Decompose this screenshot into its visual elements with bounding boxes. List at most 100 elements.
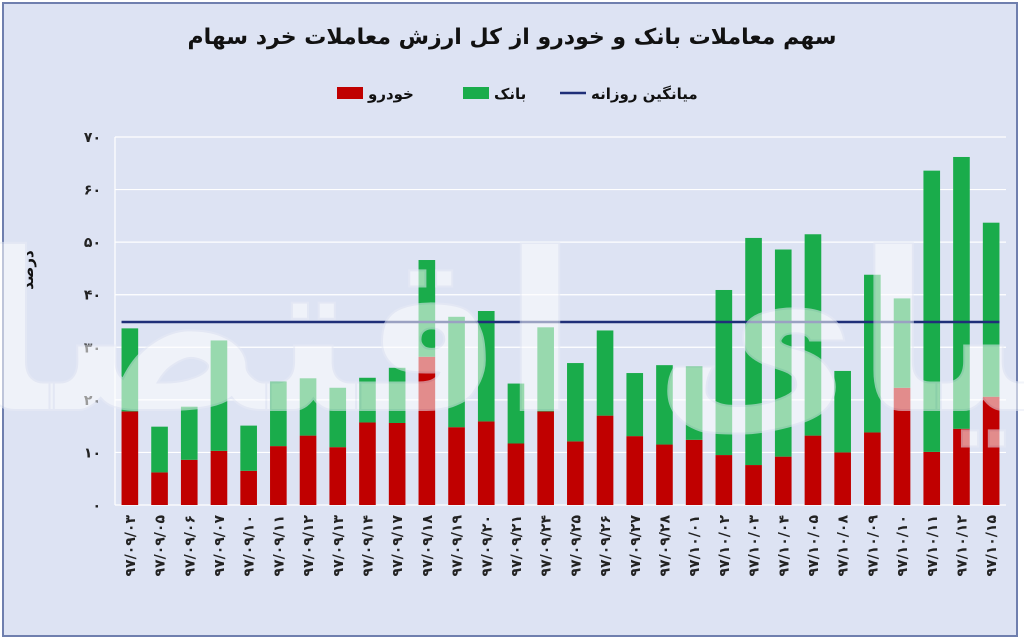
x-tick-label: ۹۷/۱۰/۱۰: [895, 515, 911, 577]
bar-bank: [388, 367, 406, 423]
y-tick-label: ۱۰: [84, 445, 101, 461]
bar-khodro: [923, 451, 941, 505]
bar-khodro: [774, 456, 792, 505]
bar-bank: [953, 156, 970, 429]
x-axis-ticks: ۹۷/۰۹/۰۳ ۹۷/۰۹/۰۵ ۹۷/۰۹/۰۶ ۹۷/۰۹/۰۷ ۹۷/۰۹/۱۰…: [123, 515, 1000, 577]
bars: [121, 156, 1000, 505]
bar-khodro: [953, 428, 970, 505]
bar-bank: [418, 260, 436, 357]
x-tick-label: ۹۷/۰۹/۰۳: [123, 515, 139, 577]
x-tick-label: ۹۷/۰۹/۰۶: [182, 515, 198, 577]
bar-bank: [329, 387, 347, 448]
bar-khodro: [210, 450, 228, 505]
bar-bank: [923, 170, 941, 452]
bar-bank: [507, 383, 525, 444]
bar-khodro: [270, 446, 287, 505]
bar-khodro: [567, 441, 584, 505]
legend-swatch-bank: [463, 87, 489, 99]
y-tick-label: ۶۰: [84, 183, 101, 199]
bar-khodro: [745, 465, 762, 505]
y-tick-label: ۵۰: [84, 235, 101, 251]
watermark-text: دنیای اقتصاد: [0, 206, 1024, 462]
y-tick-label: ۲۰: [84, 393, 101, 409]
x-tick-label: ۹۷/۰۹/۰۷: [212, 515, 228, 577]
bar-bank: [477, 311, 495, 422]
bar-bank: [774, 249, 792, 457]
x-tick-label: ۹۷/۱۰/۰۵: [806, 515, 822, 577]
x-tick-label: ۹۷/۱۰/۱۲: [954, 515, 970, 577]
x-tick-label: ۹۷/۰۹/۱۳: [331, 515, 347, 577]
x-tick-label: ۹۷/۱۰/۰۱: [687, 515, 703, 577]
bar-bank: [626, 373, 644, 437]
x-tick-label: ۹۷/۰۹/۱۴: [360, 515, 376, 577]
y-tick-label: ۷۰: [84, 130, 101, 146]
x-tick-label: ۹۷/۰۹/۲۱: [509, 515, 525, 577]
x-tick-label: ۹۷/۱۰/۰۳: [747, 515, 763, 577]
legend-label-average: میانگین روزانه: [591, 85, 698, 103]
y-tick-label: ۴۰: [84, 288, 101, 304]
bar-bank: [270, 381, 287, 447]
x-tick-label: ۹۷/۰۹/۱۹: [450, 515, 466, 577]
x-tick-label: ۹۷/۱۰/۱۵: [984, 515, 1000, 577]
x-tick-label: ۹۷/۰۹/۲۶: [598, 515, 614, 577]
gridlines: [114, 136, 1006, 506]
bar-khodro: [359, 422, 376, 505]
y-tick-label: ۳۰: [84, 340, 101, 356]
legend-label-khodro: خودرو: [367, 85, 414, 103]
chart-frame: [2, 2, 1018, 637]
x-tick-label: ۹۷/۰۹/۲۸: [657, 515, 673, 577]
bar-khodro: [982, 396, 1000, 505]
bar-bank: [804, 234, 822, 436]
bar-bank: [121, 328, 139, 412]
legend-swatch-khodro: [337, 87, 363, 99]
bar-khodro: [656, 444, 673, 505]
bar-khodro: [804, 435, 822, 505]
bar-khodro: [596, 415, 614, 505]
bar-bank: [537, 327, 554, 412]
bar-bank: [715, 289, 733, 456]
bar-bank: [864, 274, 881, 433]
x-tick-label: ۹۷/۱۰/۰۹: [865, 515, 881, 577]
bar-khodro: [537, 411, 554, 505]
bar-khodro: [448, 427, 465, 505]
bar-bank: [745, 237, 762, 466]
x-tick-label: ۹۷/۰۹/۱۲: [301, 515, 317, 577]
x-tick-label: ۹۷/۰۹/۲۵: [568, 515, 584, 577]
y-axis-ticks: ۰ ۱۰ ۲۰ ۳۰ ۴۰ ۵۰ ۶۰ ۷۰: [84, 130, 101, 514]
watermark: دنیای اقتصاد: [0, 205, 1024, 463]
x-tick-label: ۹۷/۱۰/۰۲: [717, 515, 733, 577]
x-tick-label: ۹۷/۱۰/۱۱: [925, 515, 941, 577]
bar-bank: [210, 340, 228, 451]
bar-khodro: [864, 432, 881, 505]
bar-khodro: [299, 435, 317, 505]
bar-khodro: [329, 447, 347, 505]
bar-khodro: [893, 387, 911, 505]
legend-label-bank: بانک: [494, 85, 526, 103]
x-tick-label: ۹۷/۰۹/۱۷: [390, 515, 406, 577]
bar-khodro: [240, 470, 257, 505]
bar-khodro: [477, 421, 495, 505]
bar-khodro: [121, 411, 139, 505]
bar-bank: [240, 425, 257, 471]
bar-bank: [982, 222, 1000, 397]
legend: خودرو بانک میانگین روزانه: [337, 85, 698, 103]
bar-bank: [656, 365, 673, 445]
bar-bank: [359, 377, 376, 423]
x-tick-label: ۹۷/۰۹/۰۵: [153, 515, 169, 577]
bar-khodro: [388, 422, 406, 505]
bar-khodro: [834, 452, 851, 505]
bar-bank: [834, 370, 851, 453]
y-tick-label: ۰: [92, 498, 101, 514]
chart-title: سهم معاملات بانک و خودرو از کل ارزش معام…: [188, 25, 837, 50]
x-tick-label: ۹۷/۰۹/۲۷: [628, 515, 644, 577]
bar-khodro: [715, 455, 733, 505]
x-tick-label: ۹۷/۰۹/۲۴: [539, 515, 555, 577]
x-tick-label: ۹۷/۱۰/۰۸: [836, 515, 852, 577]
bar-khodro: [507, 443, 525, 505]
bar-khodro: [180, 459, 198, 505]
bar-bank: [596, 330, 614, 416]
bar-bank: [299, 378, 317, 436]
bar-bank: [151, 426, 168, 473]
bar-bank: [893, 298, 911, 388]
